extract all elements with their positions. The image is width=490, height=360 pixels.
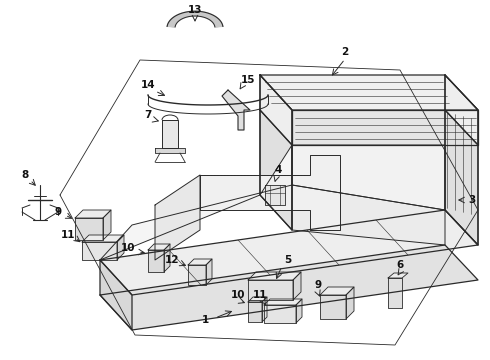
Polygon shape [148,250,164,272]
Polygon shape [188,265,206,285]
Polygon shape [296,299,302,323]
Polygon shape [260,75,292,230]
Text: 4: 4 [274,165,282,175]
Polygon shape [265,185,285,205]
Polygon shape [162,120,178,148]
Polygon shape [248,302,262,322]
Polygon shape [100,145,292,260]
Polygon shape [155,148,185,153]
Text: 7: 7 [145,110,152,120]
Polygon shape [117,235,124,260]
Polygon shape [103,210,111,240]
Polygon shape [264,305,296,323]
Polygon shape [320,295,346,319]
Polygon shape [222,90,250,130]
Text: 6: 6 [396,260,404,270]
Polygon shape [262,297,267,322]
Polygon shape [445,75,478,245]
Text: 12: 12 [165,255,179,265]
Polygon shape [100,210,478,295]
Text: 5: 5 [284,255,292,265]
Polygon shape [188,259,212,265]
Polygon shape [164,244,170,272]
Polygon shape [292,145,445,210]
Polygon shape [248,272,301,280]
Polygon shape [388,278,402,308]
Text: 14: 14 [141,80,155,90]
Polygon shape [445,75,478,145]
Text: 1: 1 [201,315,209,325]
Polygon shape [248,280,293,300]
Text: 9: 9 [315,280,321,290]
Text: 9: 9 [54,207,62,217]
Polygon shape [206,259,212,285]
Text: 15: 15 [241,75,255,85]
Polygon shape [445,110,478,245]
Polygon shape [167,11,223,27]
Text: 13: 13 [188,5,202,15]
Polygon shape [75,218,103,240]
Polygon shape [260,75,292,145]
Polygon shape [292,185,445,245]
Text: 8: 8 [22,170,28,180]
Text: 3: 3 [468,195,476,205]
Polygon shape [292,110,478,145]
Polygon shape [100,245,478,330]
Polygon shape [82,235,124,242]
Polygon shape [148,244,170,250]
Text: 10: 10 [231,290,245,300]
Polygon shape [260,75,478,110]
Text: 11: 11 [61,230,75,240]
Polygon shape [200,155,340,230]
Polygon shape [346,287,354,319]
Polygon shape [100,260,132,330]
Polygon shape [155,175,200,260]
Polygon shape [293,272,301,300]
Polygon shape [75,210,111,218]
Text: 10: 10 [121,243,135,253]
Text: 11: 11 [253,290,267,300]
Text: 2: 2 [342,47,348,57]
Polygon shape [260,110,292,230]
Polygon shape [248,297,267,302]
Polygon shape [320,287,354,295]
Polygon shape [82,242,117,260]
Polygon shape [264,299,302,305]
Polygon shape [388,273,408,278]
